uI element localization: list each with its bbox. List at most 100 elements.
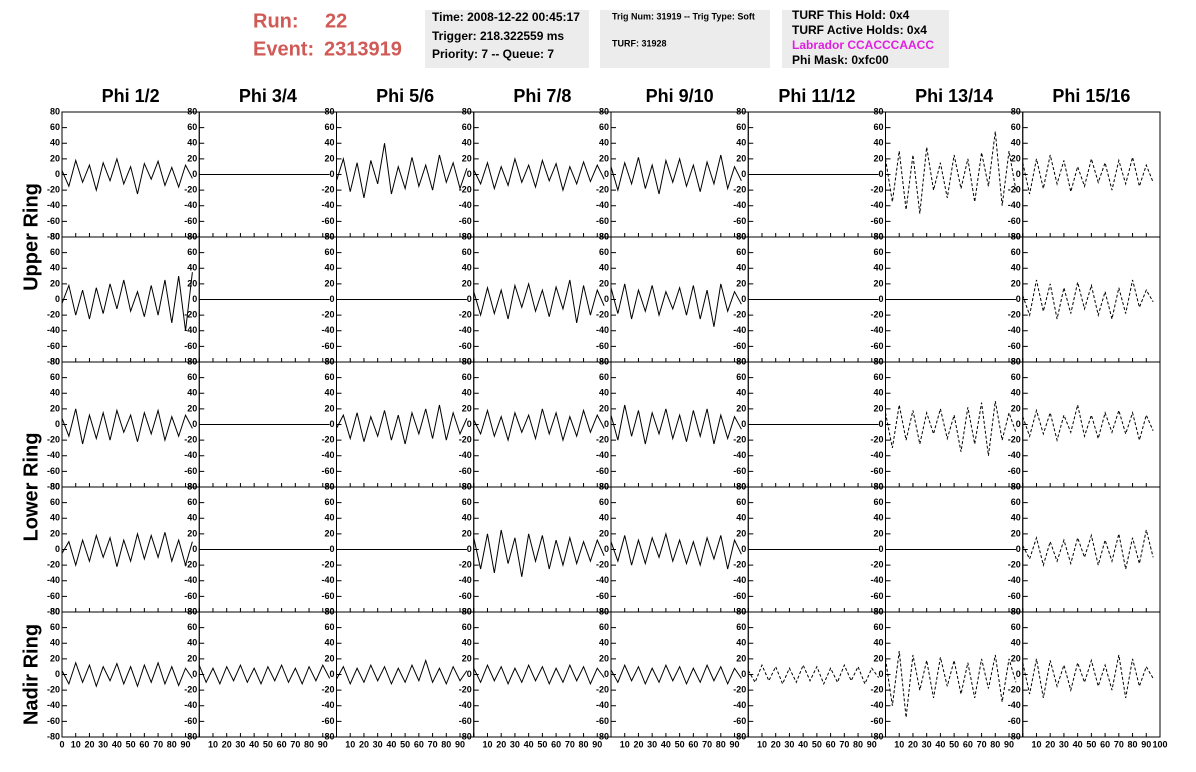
y-tick-label: -80 <box>47 356 60 366</box>
y-tick-label: 20 <box>324 653 334 663</box>
column-header: Phi 7/8 <box>513 86 571 106</box>
y-tick-label: -40 <box>870 700 883 710</box>
y-tick-label: -20 <box>1008 310 1021 320</box>
y-tick-label: 80 <box>50 606 60 616</box>
waveform <box>61 531 193 567</box>
y-tick-label: 40 <box>462 138 472 148</box>
y-tick-label: -80 <box>1008 731 1021 741</box>
y-tick-label: -60 <box>733 716 746 726</box>
y-tick-label: -20 <box>459 310 472 320</box>
x-tick-label: 50 <box>400 739 410 749</box>
y-tick-label: 40 <box>50 638 60 648</box>
y-tick-label: -60 <box>596 716 609 726</box>
y-tick-label: -60 <box>870 466 883 476</box>
y-tick-label: 20 <box>873 528 883 538</box>
y-tick-label: 0 <box>604 669 609 679</box>
y-tick-label: 0 <box>741 294 746 304</box>
y-tick-label: 40 <box>873 138 883 148</box>
y-tick-label: -80 <box>870 731 883 741</box>
y-tick-label: -40 <box>184 450 197 460</box>
panel-frame <box>1022 486 1161 613</box>
y-tick-label: -60 <box>47 341 60 351</box>
y-tick-label: 60 <box>187 247 197 257</box>
info-text: Trig Num: 31919 -- Trig Type: Soft <box>612 11 755 21</box>
x-tick-label: 60 <box>688 739 698 749</box>
y-tick-label: 60 <box>599 247 609 257</box>
y-tick-label: -80 <box>596 231 609 241</box>
y-tick-label: -80 <box>47 231 60 241</box>
y-tick-label: -60 <box>1008 466 1021 476</box>
y-tick-label: 60 <box>736 122 746 132</box>
x-tick-label: 60 <box>1100 739 1110 749</box>
y-tick-label: -20 <box>459 185 472 195</box>
panel-frame <box>61 111 200 238</box>
y-tick-label: -40 <box>47 200 60 210</box>
waveform <box>610 663 742 686</box>
y-tick-label: 0 <box>741 669 746 679</box>
y-tick-label: -60 <box>870 216 883 226</box>
y-tick-label: 0 <box>741 419 746 429</box>
y-tick-label: 80 <box>599 106 609 116</box>
y-tick-label: -20 <box>321 560 334 570</box>
y-tick-label: 60 <box>736 372 746 382</box>
y-tick-label: 60 <box>187 497 197 507</box>
y-tick-label: 20 <box>50 153 60 163</box>
y-tick-label: -60 <box>184 716 197 726</box>
y-tick-label: -60 <box>184 591 197 601</box>
y-tick-label: 40 <box>50 263 60 273</box>
y-tick-label: -40 <box>321 200 334 210</box>
y-tick-label: 20 <box>187 653 197 663</box>
y-tick-label: 20 <box>462 653 472 663</box>
y-tick-label: -40 <box>321 575 334 585</box>
y-tick-label: -40 <box>459 450 472 460</box>
waveform <box>336 658 468 686</box>
y-tick-label: 60 <box>873 372 883 382</box>
y-tick-label: 60 <box>324 622 334 632</box>
y-tick-label: 80 <box>462 231 472 241</box>
y-tick-label: 0 <box>741 169 746 179</box>
y-tick-label: -80 <box>870 231 883 241</box>
x-tick-label: 80 <box>441 739 451 749</box>
y-tick-label: -20 <box>47 435 60 445</box>
y-tick-label: 60 <box>873 622 883 632</box>
y-tick-label: 20 <box>736 653 746 663</box>
x-tick-label: 90 <box>318 739 328 749</box>
y-tick-label: 60 <box>599 497 609 507</box>
y-tick-label: 60 <box>736 247 746 257</box>
x-tick-label: 90 <box>730 739 740 749</box>
x-tick-label: 90 <box>592 739 602 749</box>
y-tick-label: -60 <box>733 341 746 351</box>
x-tick-label: 100 <box>1152 739 1167 749</box>
y-tick-label: 40 <box>599 263 609 273</box>
panel-frame <box>473 361 612 488</box>
y-tick-label: 0 <box>192 169 197 179</box>
x-tick-label: 80 <box>304 739 314 749</box>
y-tick-label: -40 <box>596 325 609 335</box>
y-tick-label: 20 <box>599 528 609 538</box>
y-tick-label: -40 <box>733 700 746 710</box>
y-tick-label: 20 <box>599 653 609 663</box>
y-tick-label: -40 <box>321 325 334 335</box>
x-tick-label: 80 <box>167 739 177 749</box>
y-tick-label: -20 <box>596 310 609 320</box>
y-tick-label: 0 <box>1016 419 1021 429</box>
waveform <box>61 408 193 445</box>
y-tick-label: 0 <box>741 544 746 554</box>
y-tick-label: 0 <box>878 544 883 554</box>
y-tick-label: 20 <box>187 528 197 538</box>
y-tick-label: 0 <box>467 419 472 429</box>
y-tick-label: 80 <box>187 606 197 616</box>
x-tick-label: 40 <box>935 739 945 749</box>
y-tick-label: 80 <box>736 481 746 491</box>
y-tick-label: 20 <box>187 278 197 288</box>
y-tick-label: 60 <box>324 247 334 257</box>
y-tick-label: 60 <box>50 497 60 507</box>
panel-frame <box>610 611 749 738</box>
y-tick-label: -80 <box>184 606 197 616</box>
y-tick-label: -40 <box>184 700 197 710</box>
y-tick-label: 20 <box>736 278 746 288</box>
y-tick-label: 20 <box>324 278 334 288</box>
y-tick-label: 40 <box>50 138 60 148</box>
waveform <box>1022 654 1154 699</box>
y-tick-label: 40 <box>873 263 883 273</box>
